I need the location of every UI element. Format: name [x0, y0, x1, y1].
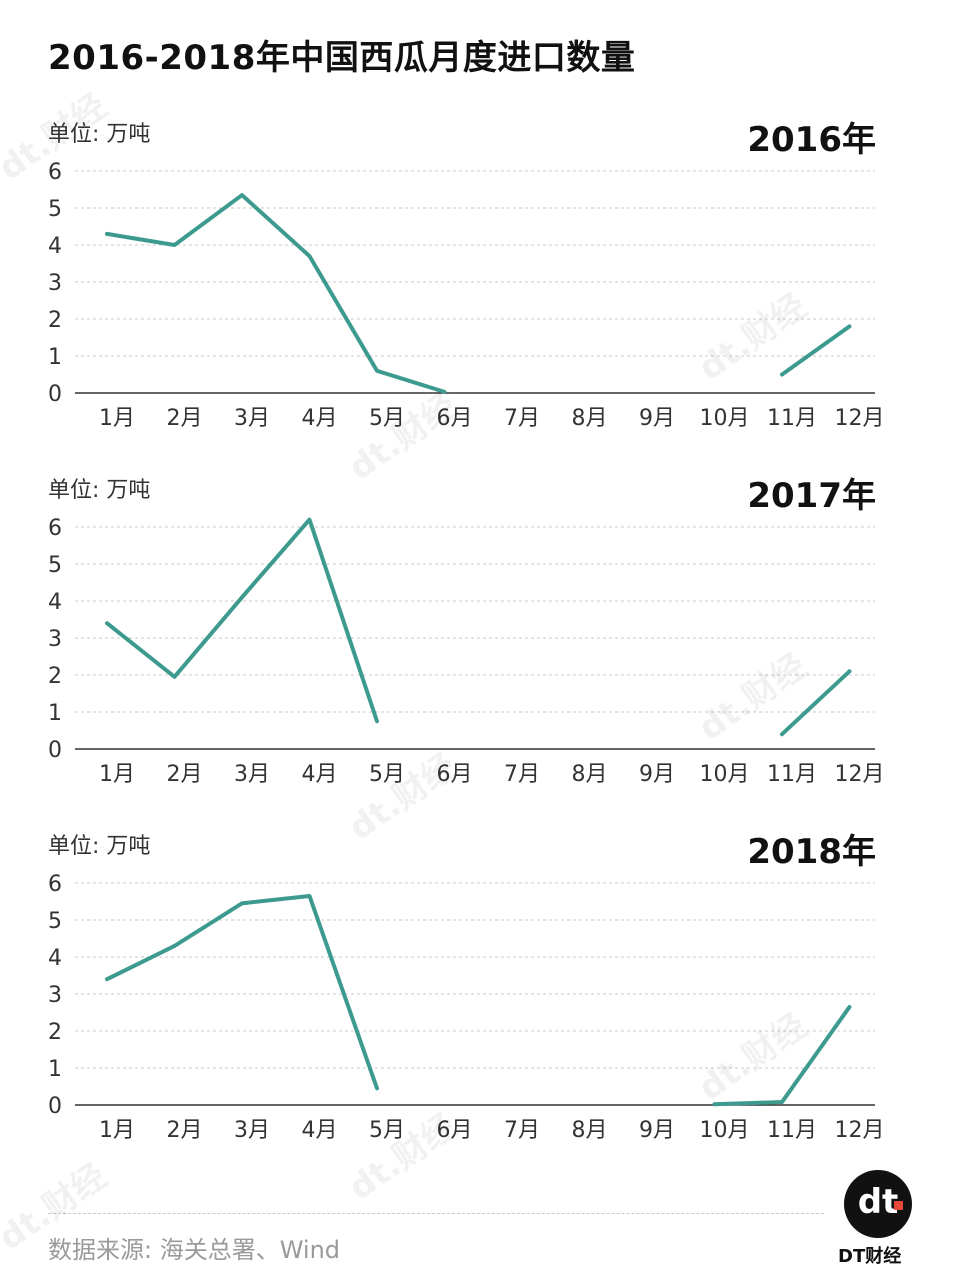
y-tick-label: 4: [48, 946, 62, 971]
x-tick-label: 5月: [369, 406, 405, 431]
x-tick-label: 3月: [234, 406, 270, 431]
y-tick-label: 5: [48, 553, 62, 578]
x-tick-label: 2月: [167, 406, 203, 431]
y-tick-label: 2: [48, 1020, 62, 1045]
x-tick-label: 3月: [234, 762, 270, 787]
x-tick-label: 5月: [369, 1118, 405, 1143]
x-tick-label: 3月: [234, 1118, 270, 1143]
line-chart-2016: 0 1 2 3 4 5 6 1月 2月 3月 4月 5月 6月 7月 8月 9月 10月 11月 12月: [48, 160, 885, 431]
unit-label: 单位: 万吨: [48, 478, 151, 503]
series-line: [780, 669, 852, 737]
y-tick-label: 2: [48, 308, 62, 333]
y-tick-label: 4: [48, 234, 62, 259]
y-tick-label: 0: [48, 382, 62, 407]
x-tick-label: 9月: [639, 1118, 675, 1143]
y-tick-label: 6: [48, 872, 62, 897]
series-line: [105, 893, 379, 1091]
y-tick-label: 3: [48, 983, 62, 1008]
x-tick-label: 6月: [437, 1118, 473, 1143]
chart-title: 2016-2018年中国西瓜月度进口数量: [48, 38, 636, 78]
x-tick-label: 7月: [504, 1118, 540, 1143]
y-tick-label: 1: [48, 1057, 62, 1082]
y-tick-label: 4: [48, 590, 62, 615]
series-line: [712, 1004, 852, 1107]
y-tick-label: 5: [48, 909, 62, 934]
x-tick-label: 8月: [572, 406, 608, 431]
x-tick-label: 4月: [302, 406, 338, 431]
line-chart-2017: 0 1 2 3 4 5 6 1月 2月 3月 4月 5月 6月 7月 8月 9月 10月 11月 12月: [48, 516, 885, 787]
x-tick-label: 6月: [437, 406, 473, 431]
year-label: 2018年: [747, 832, 876, 872]
year-label: 2016年: [747, 120, 876, 160]
unit-label: 单位: 万吨: [48, 834, 151, 859]
brand-logo-dot: [894, 1201, 903, 1210]
series-line: [780, 324, 852, 377]
x-tick-label: 10月: [700, 406, 750, 431]
x-tick-label: 9月: [639, 762, 675, 787]
panel-2018: 单位: 万吨 2018年 0 1 2 3 4 5 6 1月 2月 3月 4月 5月 6月 7月 8月 9月 10…: [0, 820, 960, 1170]
x-tick-label: 12月: [835, 1118, 885, 1143]
x-tick-label: 1月: [99, 762, 135, 787]
x-tick-label: 6月: [437, 762, 473, 787]
y-tick-label: 6: [48, 516, 62, 541]
x-tick-label: 11月: [767, 406, 817, 431]
y-tick-label: 1: [48, 345, 62, 370]
x-tick-label: 4月: [302, 1118, 338, 1143]
x-tick-label: 12月: [835, 406, 885, 431]
x-tick-label: 2月: [167, 1118, 203, 1143]
x-tick-label: 4月: [302, 762, 338, 787]
x-tick-label: 10月: [700, 1118, 750, 1143]
y-tick-label: 6: [48, 160, 62, 185]
y-tick-label: 0: [48, 1094, 62, 1119]
panel-2016: 单位: 万吨 2016年 0 1 2 3 4 5 6 1月 2月 3月 4月 5月 6月 7月 8月 9月 10…: [0, 108, 960, 458]
x-tick-label: 11月: [767, 1118, 817, 1143]
x-tick-label: 7月: [504, 406, 540, 431]
y-tick-label: 0: [48, 738, 62, 763]
y-tick-label: 3: [48, 271, 62, 296]
y-tick-label: 3: [48, 627, 62, 652]
x-tick-label: 1月: [99, 406, 135, 431]
y-tick-label: 5: [48, 197, 62, 222]
x-tick-label: 9月: [639, 406, 675, 431]
x-tick-label: 12月: [835, 762, 885, 787]
x-tick-label: 11月: [767, 762, 817, 787]
x-tick-label: 8月: [572, 762, 608, 787]
x-tick-label: 1月: [99, 1118, 135, 1143]
x-tick-label: 5月: [369, 762, 405, 787]
unit-label: 单位: 万吨: [48, 122, 151, 147]
x-tick-label: 2月: [167, 762, 203, 787]
year-label: 2017年: [747, 476, 876, 516]
series-line: [105, 193, 447, 394]
line-chart-2018: 0 1 2 3 4 5 6 1月 2月 3月 4月 5月 6月 7月 8月 9月 10月 11月 12月: [48, 872, 885, 1143]
source-note: 数据来源: 海关总署、Wind: [48, 1236, 341, 1264]
y-tick-label: 2: [48, 664, 62, 689]
brand-name: DT财经: [838, 1246, 902, 1267]
x-tick-label: 8月: [572, 1118, 608, 1143]
footer-divider: [48, 1213, 824, 1214]
series-line: [105, 517, 379, 724]
x-tick-label: 10月: [700, 762, 750, 787]
y-tick-label: 1: [48, 701, 62, 726]
x-tick-label: 7月: [504, 762, 540, 787]
panel-2017: 单位: 万吨 2017年 0 1 2 3 4 5 6 1月 2月 3月 4月 5月 6月 7月 8月 9月 10…: [0, 464, 960, 814]
